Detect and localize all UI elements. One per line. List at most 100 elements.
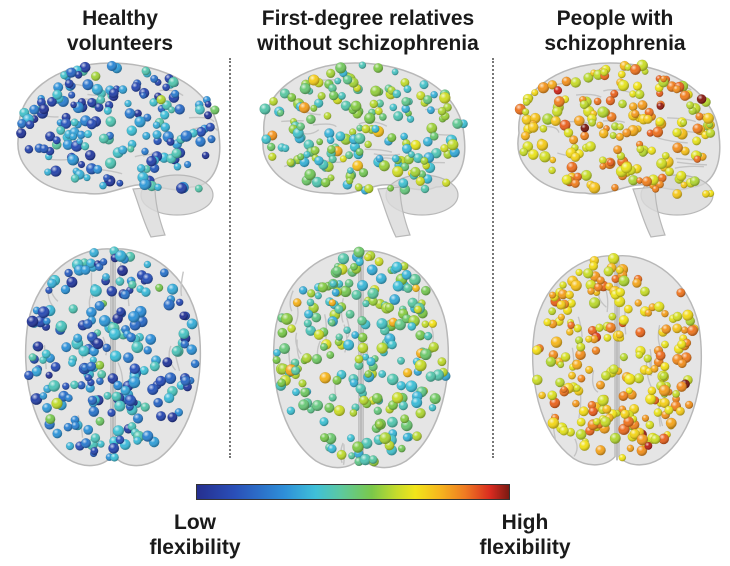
brain-node-shine xyxy=(287,93,296,102)
label-line: High xyxy=(501,511,549,534)
gyrus-line xyxy=(289,290,294,312)
brain-node-shine xyxy=(567,299,576,308)
brain-node-shine xyxy=(153,136,162,145)
brain-node-shine xyxy=(617,80,629,91)
brain-node-shine xyxy=(139,179,151,190)
brain-node-shine xyxy=(86,258,96,268)
brain-node-shine xyxy=(87,98,97,108)
colorbar-high-label: High flexibility xyxy=(440,510,610,560)
brain-node-shine xyxy=(180,375,191,386)
brain-node-shine xyxy=(423,174,433,184)
brain-node-shine xyxy=(577,374,586,383)
brain-node-shine xyxy=(654,301,665,312)
brain-node-shine xyxy=(321,178,331,188)
brain-node-shine xyxy=(81,142,90,151)
brain-node-shine xyxy=(340,100,351,111)
brain-node-shine xyxy=(273,349,281,357)
brain-node-shine xyxy=(392,280,404,292)
brain-node-shine xyxy=(110,453,119,462)
brain-node-shine xyxy=(616,152,625,161)
brain-node-shine xyxy=(179,311,188,320)
brain-node-shine xyxy=(174,408,183,417)
gyrus-line xyxy=(373,153,401,156)
brain-node-shine xyxy=(706,128,715,138)
gyrus-line xyxy=(676,161,707,166)
brain-node-shine xyxy=(349,128,357,136)
brain-node-shine xyxy=(334,77,341,85)
brain-node-shine xyxy=(428,404,437,412)
brain-node-shine xyxy=(167,412,178,423)
brain-node-shine xyxy=(74,71,83,79)
brain-node-shine xyxy=(376,342,388,354)
brain-node-shine xyxy=(658,433,669,445)
brain-node-shine xyxy=(311,354,322,365)
brain-node-shine xyxy=(124,100,132,107)
brain-node-shine xyxy=(650,434,661,444)
brain-node-shine xyxy=(79,62,91,73)
brain-node-shine xyxy=(329,280,337,288)
brain-node-shine xyxy=(569,135,578,145)
brain-node-shine xyxy=(45,286,53,294)
brain-node-shine xyxy=(123,352,134,363)
brain-node-shine xyxy=(45,371,53,379)
brain-node-shine xyxy=(559,119,571,131)
brain-node-shine xyxy=(672,128,682,138)
brain-node-shine xyxy=(116,307,126,317)
brain-node-shine xyxy=(571,179,580,188)
brain-node-shine xyxy=(563,128,574,138)
brain-node-shine xyxy=(99,181,107,190)
label-line: flexibility xyxy=(149,536,241,559)
brain-node-shine xyxy=(641,414,649,422)
brain-node-shine xyxy=(149,98,158,107)
brain-node-shine xyxy=(550,336,563,348)
brain-node-shine xyxy=(594,283,603,292)
brain-node-shine xyxy=(287,324,296,333)
brain-node-shine xyxy=(608,364,619,374)
brain-node-shine xyxy=(421,286,431,296)
title-line: People with xyxy=(556,7,674,30)
brain-node-shine xyxy=(164,372,177,384)
brain-node-shine xyxy=(545,356,556,367)
brain-node-shine xyxy=(645,393,656,405)
brain-node-shine xyxy=(52,428,63,439)
brain-node-shine xyxy=(48,380,60,392)
brain-node-shine xyxy=(647,386,657,395)
brain-node-shine xyxy=(160,110,170,120)
brain-node-shine xyxy=(431,148,442,159)
gyrus-line xyxy=(603,89,630,93)
brain-node-shine xyxy=(397,357,405,365)
brain-node-shine xyxy=(597,394,609,406)
brain-node-shine xyxy=(423,137,433,147)
brain-node-shine xyxy=(344,279,354,288)
brain-node-shine xyxy=(672,323,682,334)
brain-node-shine xyxy=(86,307,97,318)
brain-node-shine xyxy=(636,145,644,153)
gyrus-line xyxy=(658,137,688,144)
brain-node-shine xyxy=(120,385,131,396)
brain-node-shine xyxy=(133,436,142,445)
brain-node-shine xyxy=(336,450,347,460)
brain-node-shine xyxy=(141,66,151,76)
brain-node-shine xyxy=(536,139,548,151)
gyrus-line xyxy=(180,271,185,297)
brain-node-shine xyxy=(593,418,601,426)
brain-node-shine xyxy=(661,340,669,349)
brain-node-shine xyxy=(576,417,586,427)
brain-node-shine xyxy=(298,379,307,388)
brain-node-shine xyxy=(376,318,388,330)
brain-node-shine xyxy=(108,443,119,454)
brain-node-shine xyxy=(108,328,121,340)
brain-node-shine xyxy=(30,393,43,405)
brain-node-shine xyxy=(102,343,111,352)
brain-node-shine xyxy=(52,89,63,100)
brain-node-shine xyxy=(420,348,432,360)
brain-node-shine xyxy=(83,319,93,329)
brain-node-shine xyxy=(615,266,624,274)
brain-node-shine xyxy=(427,106,435,114)
brain-node-shine xyxy=(403,368,413,378)
brain-node-shine xyxy=(374,257,384,266)
brain-node-shine xyxy=(652,185,660,193)
brain-node-shine xyxy=(335,62,347,74)
brain-node-shine xyxy=(140,402,150,412)
brain-node-shine xyxy=(299,83,311,95)
